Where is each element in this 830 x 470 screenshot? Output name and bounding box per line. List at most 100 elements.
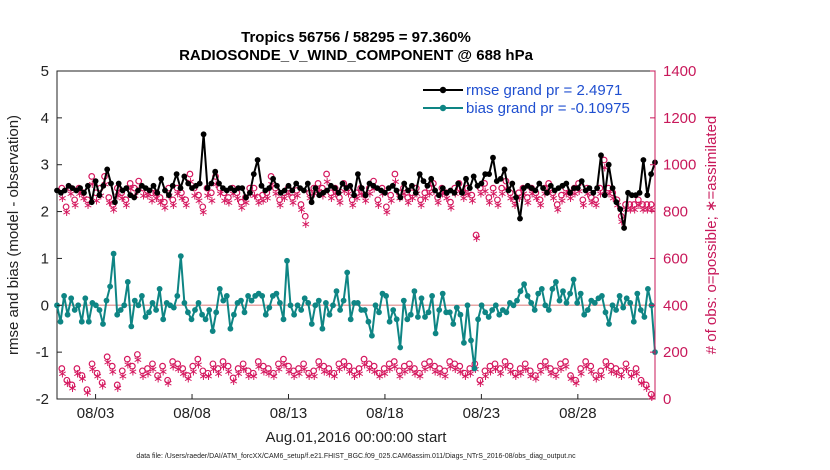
obs-possible-marker (572, 376, 579, 384)
obs-possible-marker (73, 365, 81, 372)
bias-point (432, 330, 439, 337)
obs-assimilated-marker: ∗ (604, 186, 614, 200)
obs-possible-marker (63, 376, 71, 384)
obs-assimilated-marker: ∗ (108, 364, 118, 378)
obs-assimilated-marker: ∗ (339, 360, 349, 374)
obs-assimilated-marker: ∗ (486, 364, 496, 378)
obs-possible-marker (521, 360, 529, 368)
obs-assimilated-marker: ∗ (151, 191, 161, 205)
obs-possible-marker (516, 365, 524, 372)
bias-point (425, 309, 432, 316)
rmse-point (351, 192, 357, 199)
obs-assimilated-marker: ∗ (581, 360, 591, 374)
obs-assimilated-marker: ∗ (224, 196, 234, 210)
obs-assimilated-marker: ∗ (143, 367, 153, 381)
obs-possible-marker (123, 355, 131, 363)
bias-point (347, 316, 354, 323)
obs-possible-marker (126, 180, 134, 187)
rmse-point (173, 171, 180, 178)
bias-point (599, 293, 605, 299)
obs-assimilated-marker: ∗ (331, 186, 341, 200)
bias-point (305, 300, 312, 306)
x-tick-label: 08/18 (366, 405, 404, 422)
rmse-point (258, 182, 265, 189)
obs-possible-marker (515, 189, 523, 197)
obs-assimilated-marker: ∗ (78, 371, 88, 385)
bias-point (609, 302, 616, 309)
rmse-point (428, 175, 435, 182)
bias-point (361, 307, 368, 313)
bias-point (606, 321, 612, 327)
obs-possible-marker (637, 376, 645, 384)
obs-possible-marker (375, 369, 383, 377)
bias-point (407, 311, 414, 318)
chart-title-line2: RADIOSONDE_V_WIND_COMPONENT @ 688 hPa (179, 47, 534, 64)
obs-assimilated-marker: ∗ (625, 203, 635, 217)
obs-assimilated-marker: ∗ (521, 362, 531, 376)
y-axis-label-right: # of obs: o=possible; ∗=assimilated (703, 116, 720, 355)
obs-assimilated-marker: ∗ (326, 191, 336, 205)
bias-point (185, 309, 191, 316)
bias-point (330, 302, 336, 309)
bias-point (75, 302, 82, 309)
bias-point (496, 311, 503, 318)
obs-assimilated-marker: ∗ (72, 367, 82, 381)
obs-assimilated-marker: ∗ (630, 203, 640, 217)
y-right-tick-label: 1200 (663, 110, 696, 127)
obs-assimilated-marker: ∗ (279, 357, 289, 371)
obs-assimilated-marker: ∗ (370, 364, 380, 378)
obs-possible-marker (506, 362, 514, 370)
bias-point (181, 300, 188, 306)
obs-assimilated-marker: ∗ (373, 198, 383, 212)
obs-possible-marker (355, 365, 363, 372)
bias-point (153, 307, 160, 313)
obs-possible-marker (647, 201, 655, 208)
obs-assimilated-marker: ∗ (139, 189, 149, 203)
rmse-point (409, 182, 415, 189)
chart-title-line1: Tropics 56756 / 58295 = 97.360% (241, 29, 471, 46)
obs-assimilated-marker: ∗ (410, 367, 420, 381)
bias-point (418, 295, 425, 302)
obs-possible-marker (224, 194, 232, 201)
rmse-point (544, 189, 550, 196)
rmse-point (601, 192, 608, 199)
obs-assimilated-marker: ∗ (314, 360, 324, 374)
obs-possible-marker (135, 177, 143, 185)
obs-possible-marker (156, 194, 164, 201)
bias-point (308, 321, 315, 327)
obs-assimilated-marker: ∗ (638, 203, 648, 217)
obs-possible-marker (83, 386, 91, 394)
bias-point (489, 307, 496, 313)
obs-possible-marker (314, 180, 322, 187)
obs-assimilated-marker: ∗ (491, 362, 501, 376)
bias-point (337, 307, 343, 313)
bias-point (326, 311, 333, 318)
bias-point (206, 307, 213, 313)
rmse-point (339, 180, 346, 187)
plot-frame (56, 70, 656, 400)
obs-assimilated-marker: ∗ (433, 196, 443, 210)
rmse-point (578, 178, 585, 185)
obs-possible-marker (71, 196, 79, 204)
rmse-point (586, 185, 593, 192)
obs-possible-marker (360, 355, 368, 363)
rmse-point (355, 171, 361, 178)
obs-assimilated-marker: ∗ (284, 186, 294, 200)
bias-point (577, 290, 584, 297)
obs-possible-marker (387, 191, 395, 199)
obs-possible-marker (239, 360, 247, 368)
obs-possible-marker (456, 362, 464, 370)
bias-point (574, 300, 581, 306)
rmse-point (177, 185, 184, 192)
obs-assimilated-marker: ∗ (143, 189, 153, 203)
obs-assimilated-marker: ∗ (442, 191, 452, 205)
bias-point (149, 300, 156, 306)
bias-point (393, 316, 400, 323)
rmse-point (613, 199, 620, 206)
obs-possible-marker (416, 369, 423, 377)
obs-assimilated-marker: ∗ (181, 198, 191, 212)
bias-point (117, 307, 124, 313)
bias-point (542, 302, 549, 309)
bias-point (450, 321, 457, 327)
bias-point (538, 286, 545, 292)
